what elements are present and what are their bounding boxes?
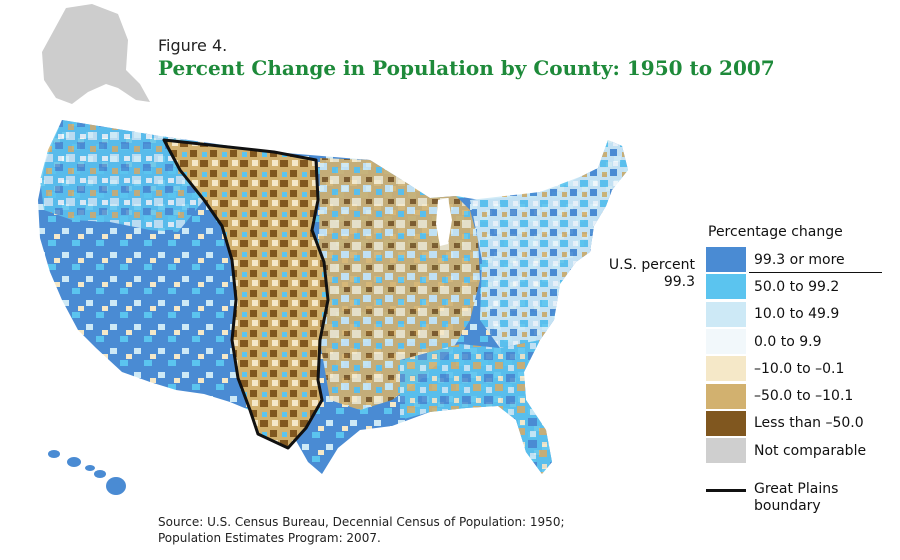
- legend-item-label: 0.0 to 9.9: [754, 333, 822, 350]
- legend-item-label: Less than –50.0: [754, 415, 864, 432]
- lake-michigan: [436, 198, 452, 246]
- legend-item: Not comparable: [706, 437, 876, 464]
- us-percent-text: U.S. percent: [608, 257, 695, 273]
- us-percent-value: 99.3: [663, 274, 695, 290]
- legend-swatch: [706, 329, 746, 355]
- legend-item: Less than –50.0: [706, 410, 876, 437]
- legend-swatch: [706, 274, 746, 300]
- legend-swatch: [706, 356, 746, 382]
- alaska-shape: [42, 4, 150, 104]
- legend-swatch: [706, 301, 746, 327]
- figure-title: Percent Change in Population by County: …: [158, 56, 775, 80]
- figure-label: Figure 4.: [158, 36, 228, 55]
- southeast-region: [400, 340, 552, 474]
- legend: 99.3 or more 50.0 to 99.2 10.0 to 49.9 0…: [706, 246, 876, 464]
- legend-item-label: Not comparable: [754, 442, 867, 459]
- hawaii-islands: [48, 450, 126, 495]
- us-percent-label: U.S. percent 99.3: [600, 257, 695, 291]
- source-line-1: Source: U.S. Census Bureau, Decennial Ce…: [158, 515, 565, 529]
- legend-item: 0.0 to 9.9: [706, 328, 876, 355]
- northwest-region: [40, 120, 204, 232]
- legend-item: 50.0 to 99.2: [706, 273, 876, 300]
- boundary-key: Great Plains boundary: [706, 481, 864, 515]
- legend-item-label: 99.3 or more: [754, 251, 845, 268]
- boundary-line-swatch: [706, 489, 746, 492]
- legend-item: –50.0 to –10.1: [706, 382, 876, 409]
- legend-title: Percentage change: [708, 224, 843, 240]
- legend-item-label: –10.0 to –0.1: [754, 360, 845, 377]
- legend-item-label: 50.0 to 99.2: [754, 278, 840, 295]
- legend-item-label: –50.0 to –10.1: [754, 388, 854, 405]
- legend-swatch: [706, 383, 746, 409]
- legend-swatch: [706, 247, 746, 273]
- source-line-2: Population Estimates Program: 2007.: [158, 531, 381, 545]
- legend-item-label: 10.0 to 49.9: [754, 306, 840, 323]
- us-percent-marker-line: [749, 272, 882, 273]
- boundary-label: Great Plains boundary: [754, 481, 839, 514]
- east-region: [470, 140, 628, 348]
- legend-swatch: [706, 438, 746, 464]
- legend-swatch: [706, 410, 746, 436]
- legend-item: 10.0 to 49.9: [706, 301, 876, 328]
- source-note: Source: U.S. Census Bureau, Decennial Ce…: [158, 514, 628, 546]
- great-plains-fill: [164, 140, 328, 448]
- legend-item: 99.3 or more: [706, 246, 876, 273]
- legend-item: –10.0 to –0.1: [706, 355, 876, 382]
- great-plains-boundary: [162, 138, 330, 450]
